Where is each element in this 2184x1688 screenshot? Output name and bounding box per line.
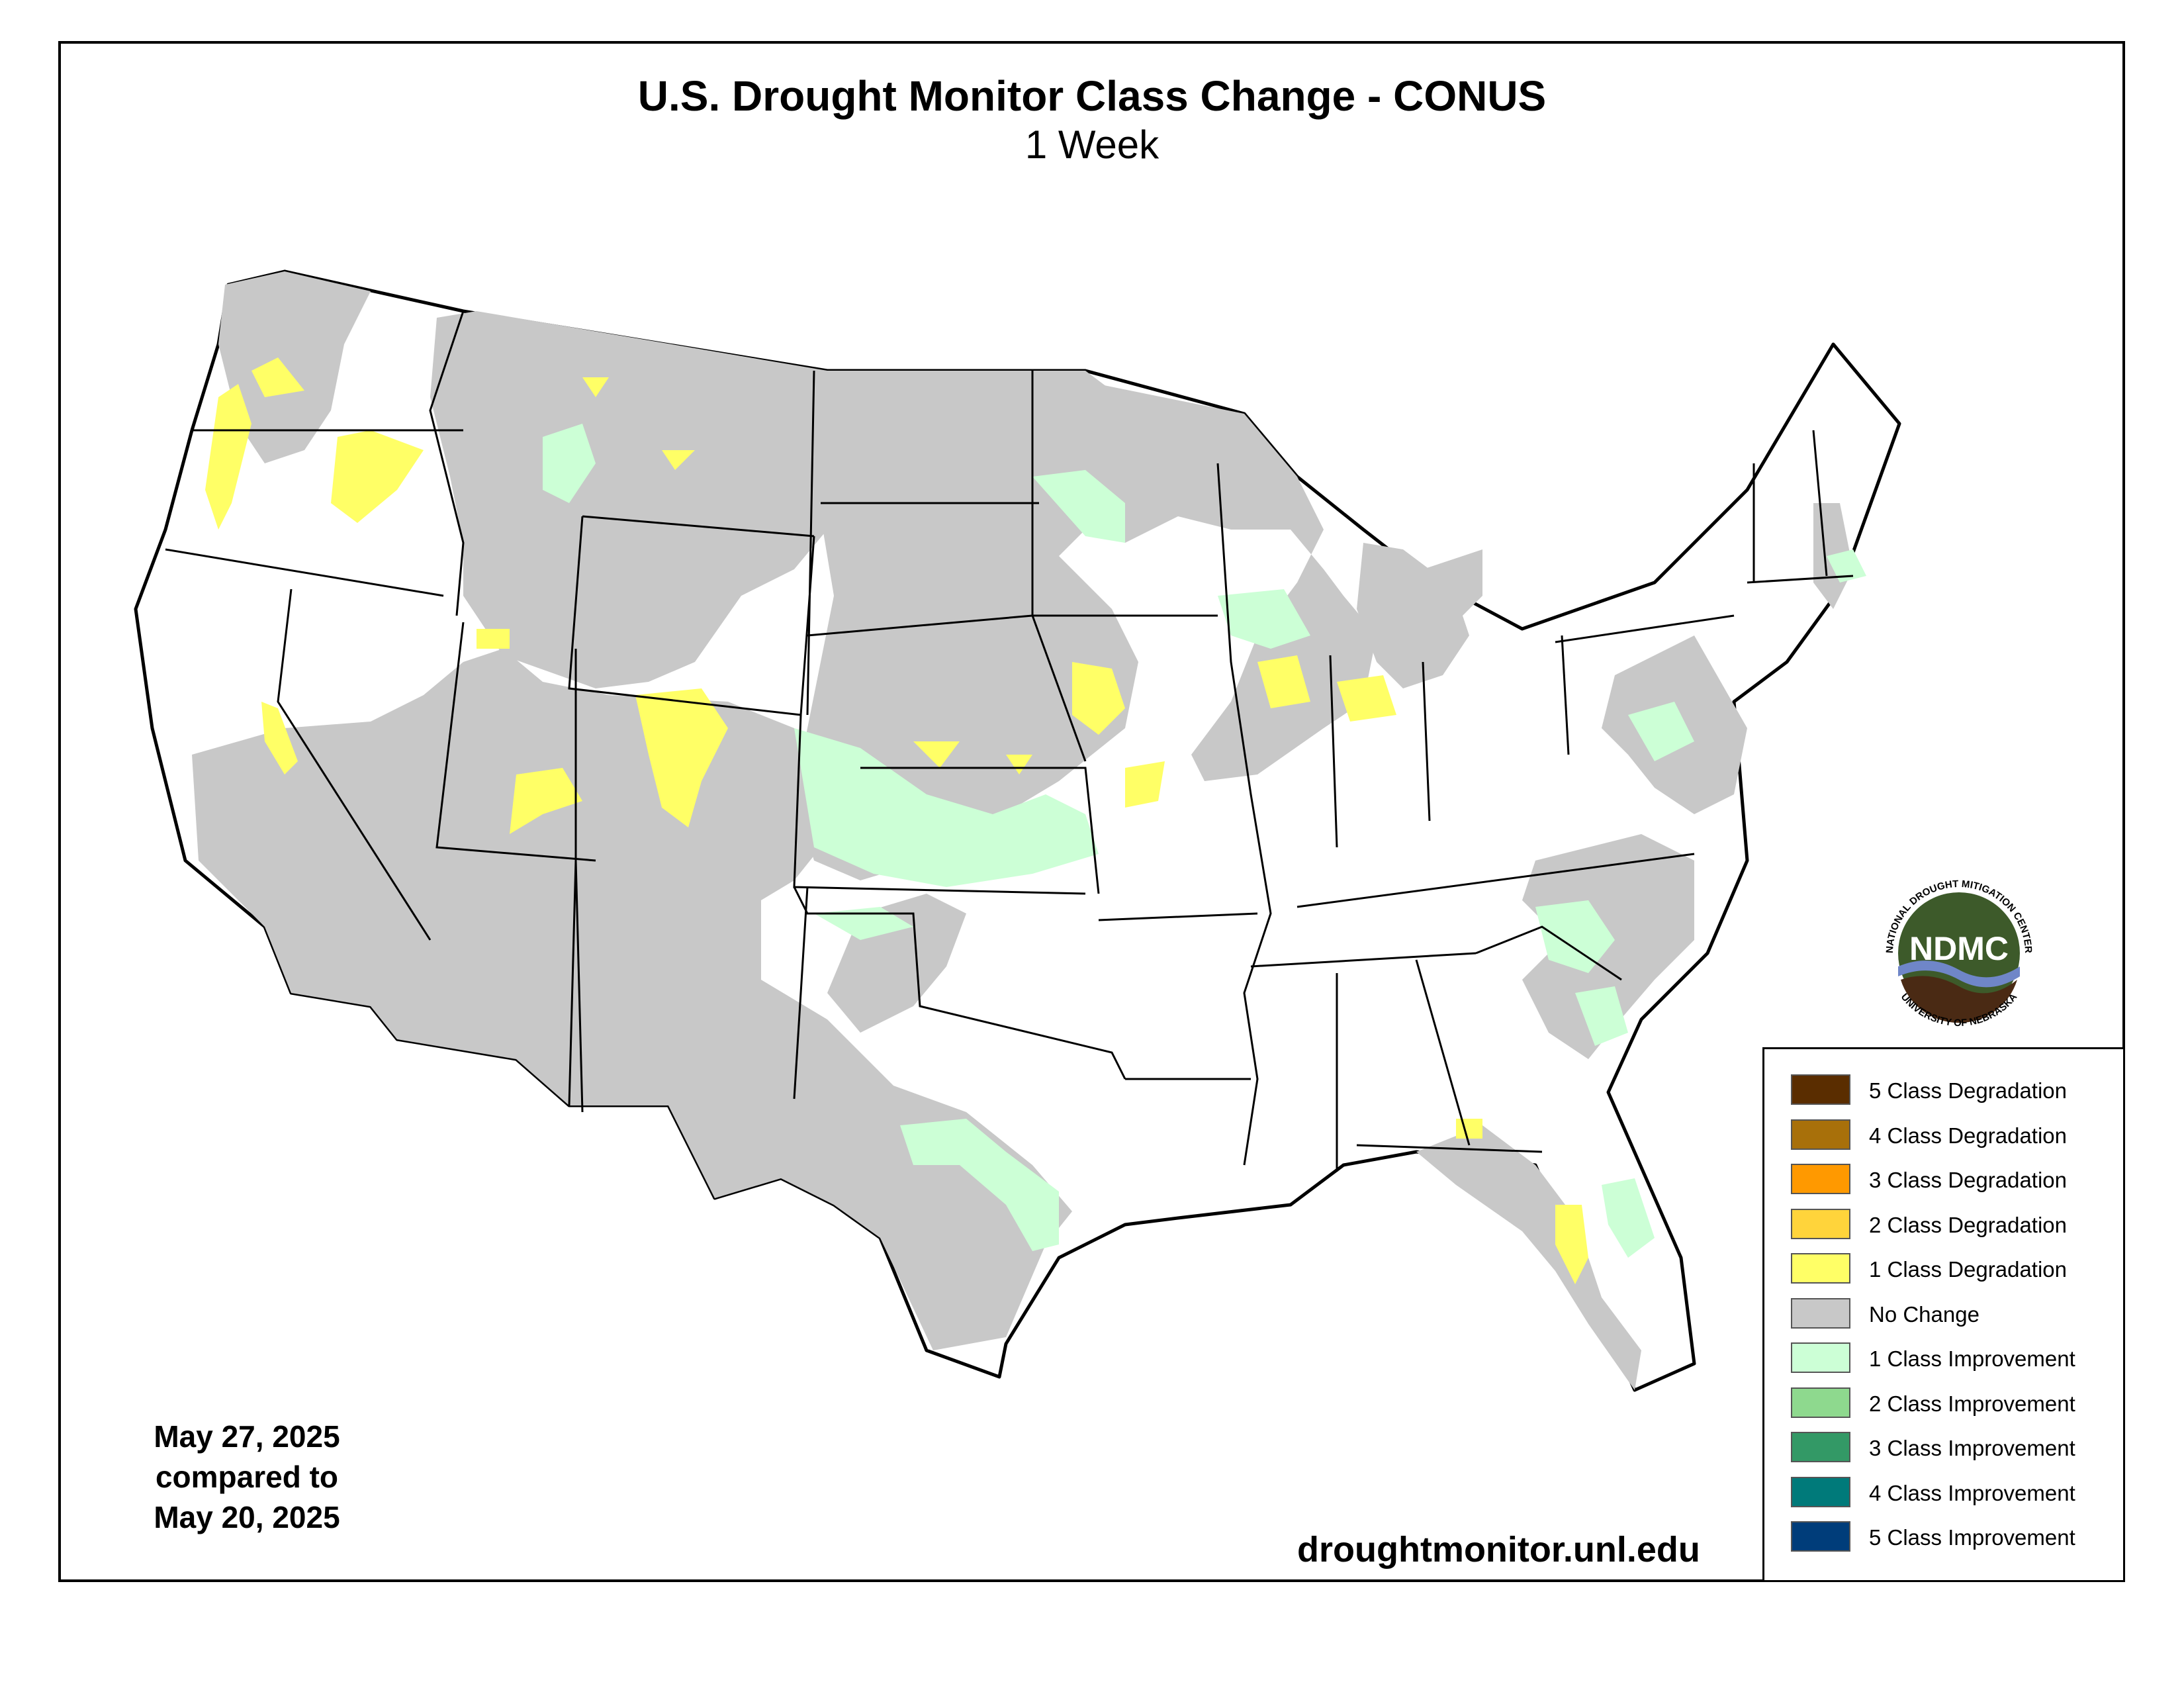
no-change-lake-michigan-east xyxy=(1423,549,1482,622)
border-dakotas xyxy=(806,370,1039,716)
degradation-indiana xyxy=(1337,675,1396,722)
degradation-areas xyxy=(205,357,1588,1284)
legend-swatch xyxy=(1791,1208,1850,1239)
legend-swatch xyxy=(1791,1342,1850,1373)
previous-date: May 20, 2025 xyxy=(154,1500,340,1534)
legend-label: 3 Class Improvement xyxy=(1869,1436,2075,1460)
no-change-michigan xyxy=(1357,543,1469,688)
legend-label: 4 Class Improvement xyxy=(1869,1480,2075,1505)
legend-swatch xyxy=(1791,1476,1850,1507)
no-change-southwest xyxy=(192,649,1072,1350)
legend-swatch xyxy=(1791,1164,1850,1194)
legend-label: 5 Class Degradation xyxy=(1869,1078,2067,1103)
logo-acronym: NDMC xyxy=(1909,930,2009,967)
ndmc-logo: NDMC NATIONAL DROUGHT MITIGATION CENTER … xyxy=(1871,865,2047,1041)
legend-label: 2 Class Degradation xyxy=(1869,1212,2067,1237)
compared-to-text: compared to xyxy=(155,1460,339,1494)
legend-label: 1 Class Degradation xyxy=(1869,1257,2067,1282)
improvement-carolinas xyxy=(1535,900,1615,973)
degradation-montana xyxy=(582,377,695,470)
border-oregon-california xyxy=(165,548,444,597)
border-indiana-ohio xyxy=(1422,661,1431,821)
degradation-iowa-missouri xyxy=(1072,662,1165,808)
improvement-texas xyxy=(900,1119,1059,1251)
legend-swatch xyxy=(1791,1521,1850,1552)
map-subtitle: 1 Week xyxy=(1024,122,1160,167)
degradation-nebraska-kansas xyxy=(913,741,1032,774)
border-nc-sc xyxy=(1475,925,1622,981)
degradation-nevada-california xyxy=(261,702,298,774)
state-borders xyxy=(165,310,1854,1172)
legend-label: 2 Class Improvement xyxy=(1869,1391,2075,1416)
border-ga-fl xyxy=(1356,1144,1543,1153)
improvement-south-dakota xyxy=(1032,470,1125,543)
legend-label: 5 Class Improvement xyxy=(1869,1525,2075,1550)
border-new-england xyxy=(1747,430,1854,584)
degradation-oregon-east xyxy=(331,430,424,523)
border-ohio-pennsylvania xyxy=(1561,635,1570,755)
border-ms-al-ga xyxy=(1336,959,1471,1172)
map-title: U.S. Drought Monitor Class Change - CONU… xyxy=(637,72,1547,120)
legend-label: 1 Class Improvement xyxy=(1869,1346,2075,1371)
logo-water-icon xyxy=(1898,961,2020,988)
border-mississippi-river xyxy=(1216,463,1272,1166)
border-kansas xyxy=(860,767,1100,894)
border-missouri-arkansas xyxy=(1098,912,1258,921)
improvement-wisconsin-illinois xyxy=(1218,589,1310,649)
legend-swatch xyxy=(1791,1253,1850,1284)
degradation-oregon-coast xyxy=(205,384,251,530)
border-arizona-nm xyxy=(574,860,584,1113)
border-pa-ny xyxy=(1555,614,1735,643)
border-new-mexico-east xyxy=(793,886,809,1100)
legend-swatch xyxy=(1791,1074,1850,1105)
source-url[interactable]: droughtmonitor.unl.edu xyxy=(1297,1530,1700,1570)
border-montana-south xyxy=(582,515,815,538)
legend-label: 4 Class Degradation xyxy=(1869,1123,2067,1148)
no-change-southeast xyxy=(1416,1125,1641,1390)
degradation-washington xyxy=(251,357,304,397)
legend-swatch xyxy=(1791,1387,1850,1418)
improvement-florida xyxy=(1602,1178,1655,1258)
border-idaho-east xyxy=(429,310,465,616)
logo-soil-icon xyxy=(1901,976,2017,1023)
border-nevada-california xyxy=(277,588,432,941)
degradation-illinois xyxy=(1257,655,1310,708)
legend-label: 3 Class Degradation xyxy=(1869,1168,2067,1192)
border-ky-tn xyxy=(1297,853,1695,908)
improvement-new-england xyxy=(1827,549,1866,583)
improvement-georgia-sc xyxy=(1575,986,1628,1046)
legend-label: No Change xyxy=(1869,1301,1979,1327)
border-tn-south xyxy=(1250,952,1477,968)
date-comparison: May 27, 2025 compared to May 20, 2025 xyxy=(144,1417,349,1538)
degradation-wyoming-idaho xyxy=(477,629,510,649)
no-change-idaho-montana xyxy=(430,311,827,688)
legend-swatch xyxy=(1791,1432,1850,1462)
legend: 5 Class Degradation 4 Class Degradation 3 … xyxy=(1762,1047,2125,1582)
degradation-florida xyxy=(1555,1205,1588,1284)
improvement-idaho-montana xyxy=(543,424,596,503)
degradation-utah xyxy=(510,768,582,834)
no-change-northwest xyxy=(218,271,371,463)
improvement-mid-atlantic xyxy=(1628,702,1694,761)
border-illinois-indiana xyxy=(1329,655,1338,848)
border-nevada-utah xyxy=(435,622,596,862)
legend-swatch xyxy=(1791,1297,1850,1329)
legend-swatch xyxy=(1791,1119,1850,1150)
improvement-oklahoma xyxy=(814,907,913,940)
border-wyoming xyxy=(568,516,815,716)
degradation-colorado-west xyxy=(635,688,728,827)
current-date: May 27, 2025 xyxy=(154,1419,340,1454)
degradation-georgia xyxy=(1456,1119,1482,1139)
